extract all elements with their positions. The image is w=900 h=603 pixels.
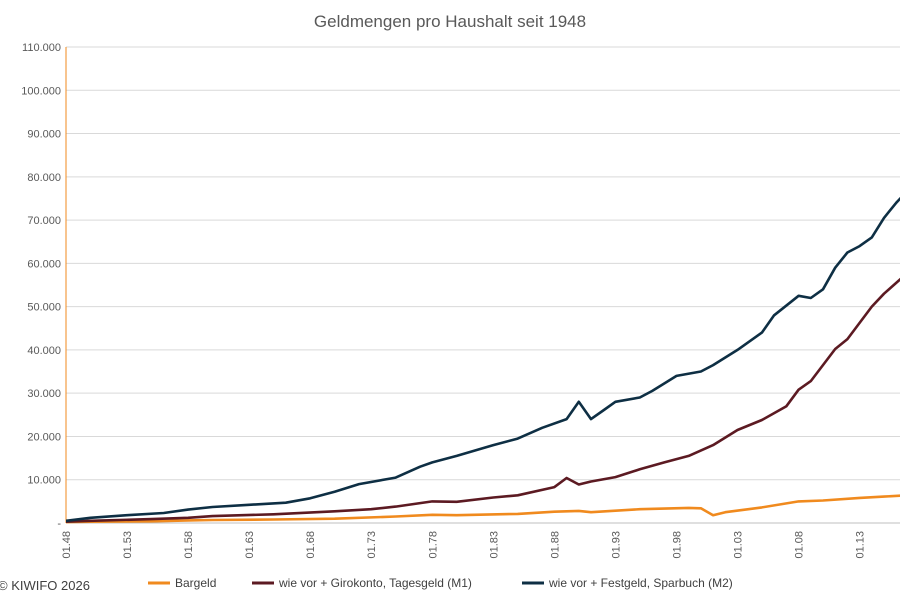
legend-item-1: wie vor + Girokonto, Tagesgeld (M1) (252, 576, 472, 590)
y-tick-label-9: 90.000 (27, 129, 61, 141)
x-axis-tick-labels: 01.48 01.53 01.58 01.63 01.68 01.73 01.78 01.83… (61, 531, 867, 559)
y-tick-label-2: 20.000 (27, 431, 61, 443)
grid-lines (66, 46, 900, 481)
x-tick-label-6: 01.78 (427, 531, 439, 559)
x-tick-label-7: 01.83 (488, 531, 500, 559)
legend-label-2: wie vor + Festgeld, Sparbuch (M2) (548, 576, 733, 590)
x-tick-label-0: 01.48 (61, 531, 73, 559)
x-tick-label-2: 01.58 (183, 531, 195, 559)
y-tick-label-3: 30.000 (27, 388, 61, 400)
y-tick-label-6: 60.000 (27, 258, 61, 270)
y-tick-label-8: 80.000 (27, 172, 61, 184)
y-tick-label-0: - (57, 518, 61, 530)
y-tick-label-7: 70.000 (27, 215, 61, 227)
y-tick-label-1: 10.000 (27, 475, 61, 487)
x-tick-label-9: 01.93 (610, 531, 622, 559)
series-line-0 (66, 494, 900, 524)
y-axis-tick-labels: - 10.000 20.000 30.000 40.000 50.000 60.000 70.… (21, 42, 61, 530)
x-tick-label-10: 01.98 (671, 531, 683, 559)
x-tick-label-1: 01.53 (122, 531, 134, 559)
y-tick-label-10: 100.000 (21, 85, 61, 97)
y-tick-label-11: 110.000 (22, 42, 61, 54)
x-tick-label-11: 01.03 (733, 531, 745, 559)
legend-item-0: Bargeld (148, 576, 216, 590)
series-line-1 (66, 277, 900, 524)
y-tick-label-5: 50.000 (27, 302, 61, 314)
x-tick-label-13: 01.13 (855, 531, 867, 559)
legend-label-0: Bargeld (175, 576, 216, 590)
x-tick-label-12: 01.08 (794, 531, 806, 559)
x-tick-label-4: 01.68 (305, 531, 317, 559)
chart-title: Geldmengen pro Haushalt seit 1948 (314, 12, 586, 31)
axes (65, 47, 900, 524)
series-line-2 (66, 196, 900, 523)
legend-label-1: wie vor + Girokonto, Tagesgeld (M1) (278, 576, 472, 590)
x-tick-label-5: 01.73 (366, 531, 378, 559)
legend: Bargeld wie vor + Girokonto, Tagesgeld (M… (148, 576, 733, 590)
x-tick-label-3: 01.63 (244, 531, 256, 559)
y-tick-label-4: 40.000 (27, 345, 61, 357)
x-tick-label-8: 01.88 (549, 531, 561, 559)
copyright-text: © KIWIFO 2026 (0, 578, 90, 593)
data-series (66, 196, 900, 524)
legend-item-2: wie vor + Festgeld, Sparbuch (M2) (522, 576, 733, 590)
